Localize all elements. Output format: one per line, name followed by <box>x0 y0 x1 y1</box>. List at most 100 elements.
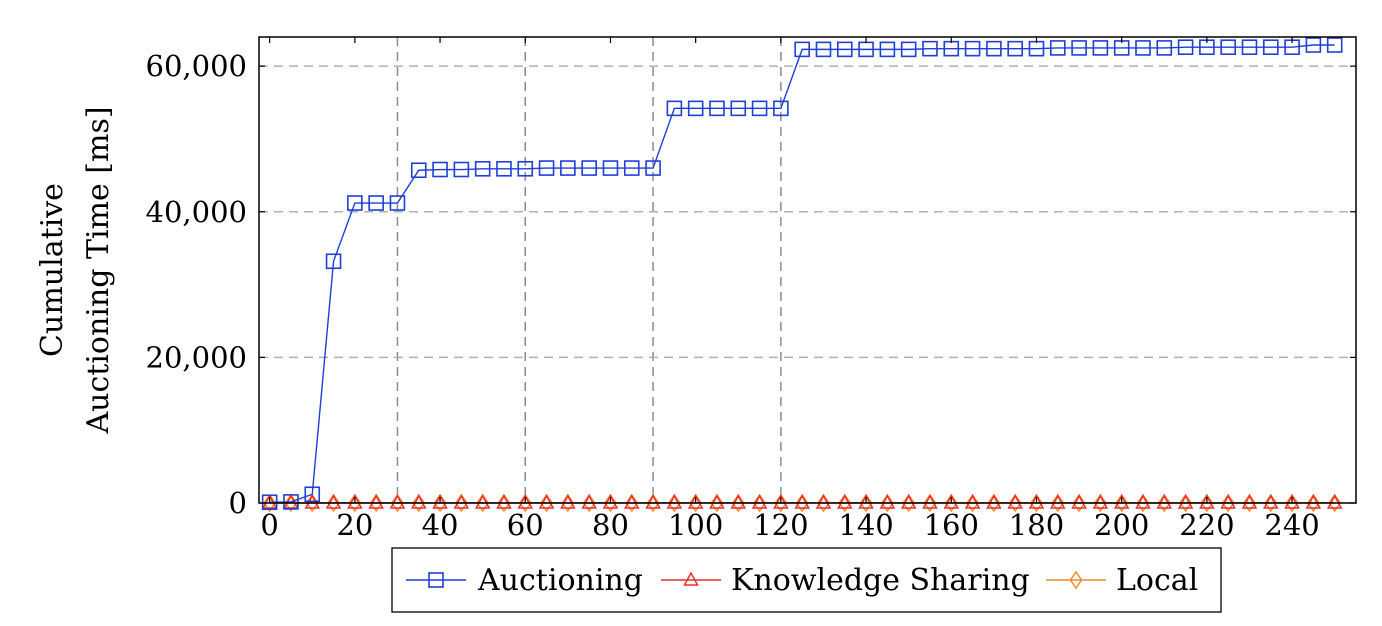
data-point-square <box>751 100 768 117</box>
x-tick-label: 120 <box>753 508 808 542</box>
data-point-square <box>283 494 299 510</box>
data-point-diamond <box>838 493 852 513</box>
series-knowledge-sharing <box>261 494 1343 509</box>
data-point-square <box>538 160 555 176</box>
data-point-square <box>794 41 810 58</box>
data-point-square <box>496 160 512 177</box>
data-point-diamond <box>817 493 830 513</box>
data-point-diamond <box>582 493 596 513</box>
data-point-diamond <box>497 493 511 513</box>
data-point-diamond <box>604 493 617 513</box>
data-point-square <box>1241 39 1258 55</box>
data-point-triangle <box>602 494 619 509</box>
data-point-square <box>347 195 363 211</box>
x-tick-label: 240 <box>1264 508 1319 542</box>
data-point-triangle <box>1305 494 1322 509</box>
data-point-triangle <box>368 494 384 509</box>
data-point-diamond <box>476 493 490 513</box>
data-point-diamond <box>305 493 319 513</box>
data-point-square <box>1220 39 1236 55</box>
data-point-triangle <box>687 494 704 509</box>
data-point-triangle <box>1071 494 1087 509</box>
data-point-triangle <box>1177 494 1194 509</box>
data-point-diamond <box>433 493 447 513</box>
data-point-square <box>836 41 853 58</box>
data-point-diamond <box>966 493 979 513</box>
data-point-diamond <box>263 493 277 513</box>
data-point-square <box>560 160 576 176</box>
x-tick-label: 80 <box>592 508 629 542</box>
data-point-triangle <box>1092 494 1109 509</box>
data-point-square <box>623 160 640 176</box>
data-point-triangle <box>432 494 448 509</box>
data-point-square <box>1305 37 1322 53</box>
data-point-diamond <box>731 493 745 513</box>
data-point-diamond <box>1328 493 1342 513</box>
legend-item-local: Local <box>1046 563 1198 598</box>
data-point-square <box>1177 39 1194 55</box>
data-point-triangle <box>1007 494 1023 509</box>
data-point-diamond <box>923 493 937 513</box>
data-point-triangle <box>751 494 768 509</box>
data-point-square <box>1092 40 1109 56</box>
data-point-triangle <box>964 494 981 509</box>
data-point-square <box>1007 40 1023 57</box>
data-point-diamond <box>412 493 426 513</box>
data-point-triangle <box>453 494 470 509</box>
data-point-triangle <box>683 571 699 586</box>
data-point-diamond <box>1072 493 1086 513</box>
data-point-triangle <box>410 494 427 509</box>
data-point-diamond <box>625 493 639 513</box>
legend-label: Auctioning <box>477 563 643 598</box>
plot-frame <box>258 36 1357 504</box>
data-point-triangle <box>1326 494 1343 509</box>
data-point-triangle <box>773 494 789 509</box>
y-axis-title: Cumulative Auctioning Time [ms] <box>35 106 116 434</box>
data-point-square <box>304 486 321 503</box>
data-point-triangle <box>624 494 640 509</box>
y-tick-label: 60,000 <box>146 49 247 83</box>
data-point-diamond <box>1008 493 1022 513</box>
y-axis-title-line: Cumulative <box>35 183 70 357</box>
data-point-triangle <box>879 494 896 509</box>
legend-item-knowledge-sharing: Knowledge Sharing <box>661 563 1030 598</box>
data-point-square <box>900 41 917 58</box>
data-point-square <box>645 160 661 176</box>
data-point-diamond <box>1051 493 1065 513</box>
data-point-diamond <box>1285 493 1299 513</box>
legend-label: Local <box>1116 563 1198 598</box>
data-point-triangle <box>986 494 1002 509</box>
data-point-square <box>581 160 597 176</box>
data-point-diamond <box>1030 493 1043 513</box>
data-point-diamond <box>1093 493 1107 513</box>
data-point-diamond <box>540 493 553 513</box>
legend-label: Knowledge Sharing <box>731 563 1030 598</box>
grid-lines <box>259 37 1356 503</box>
series-line <box>269 44 1335 503</box>
data-point-diamond <box>1221 493 1235 513</box>
data-point-triangle <box>1199 494 1215 509</box>
data-point-triangle <box>1220 494 1236 509</box>
x-tick-label: 180 <box>1009 508 1064 542</box>
y-tick-label: 40,000 <box>146 195 247 229</box>
data-point-triangle <box>325 494 342 509</box>
data-point-triangle <box>1113 494 1130 509</box>
data-point-triangle <box>389 494 406 509</box>
data-point-square <box>432 161 448 178</box>
data-point-square <box>773 100 789 117</box>
data-point-square <box>428 572 444 588</box>
series-layer <box>261 37 1343 513</box>
data-point-diamond <box>710 493 724 513</box>
data-point-diamond <box>880 493 894 513</box>
data-point-triangle <box>645 494 661 509</box>
data-point-triangle <box>581 494 597 509</box>
data-point-square <box>709 100 725 117</box>
data-point-triangle <box>943 494 960 509</box>
data-point-diamond <box>327 493 340 513</box>
data-point-square <box>1156 40 1173 56</box>
data-point-square <box>1071 40 1087 56</box>
data-point-diamond <box>944 493 958 513</box>
data-point-triangle <box>815 494 832 509</box>
data-point-triangle <box>1156 494 1173 509</box>
